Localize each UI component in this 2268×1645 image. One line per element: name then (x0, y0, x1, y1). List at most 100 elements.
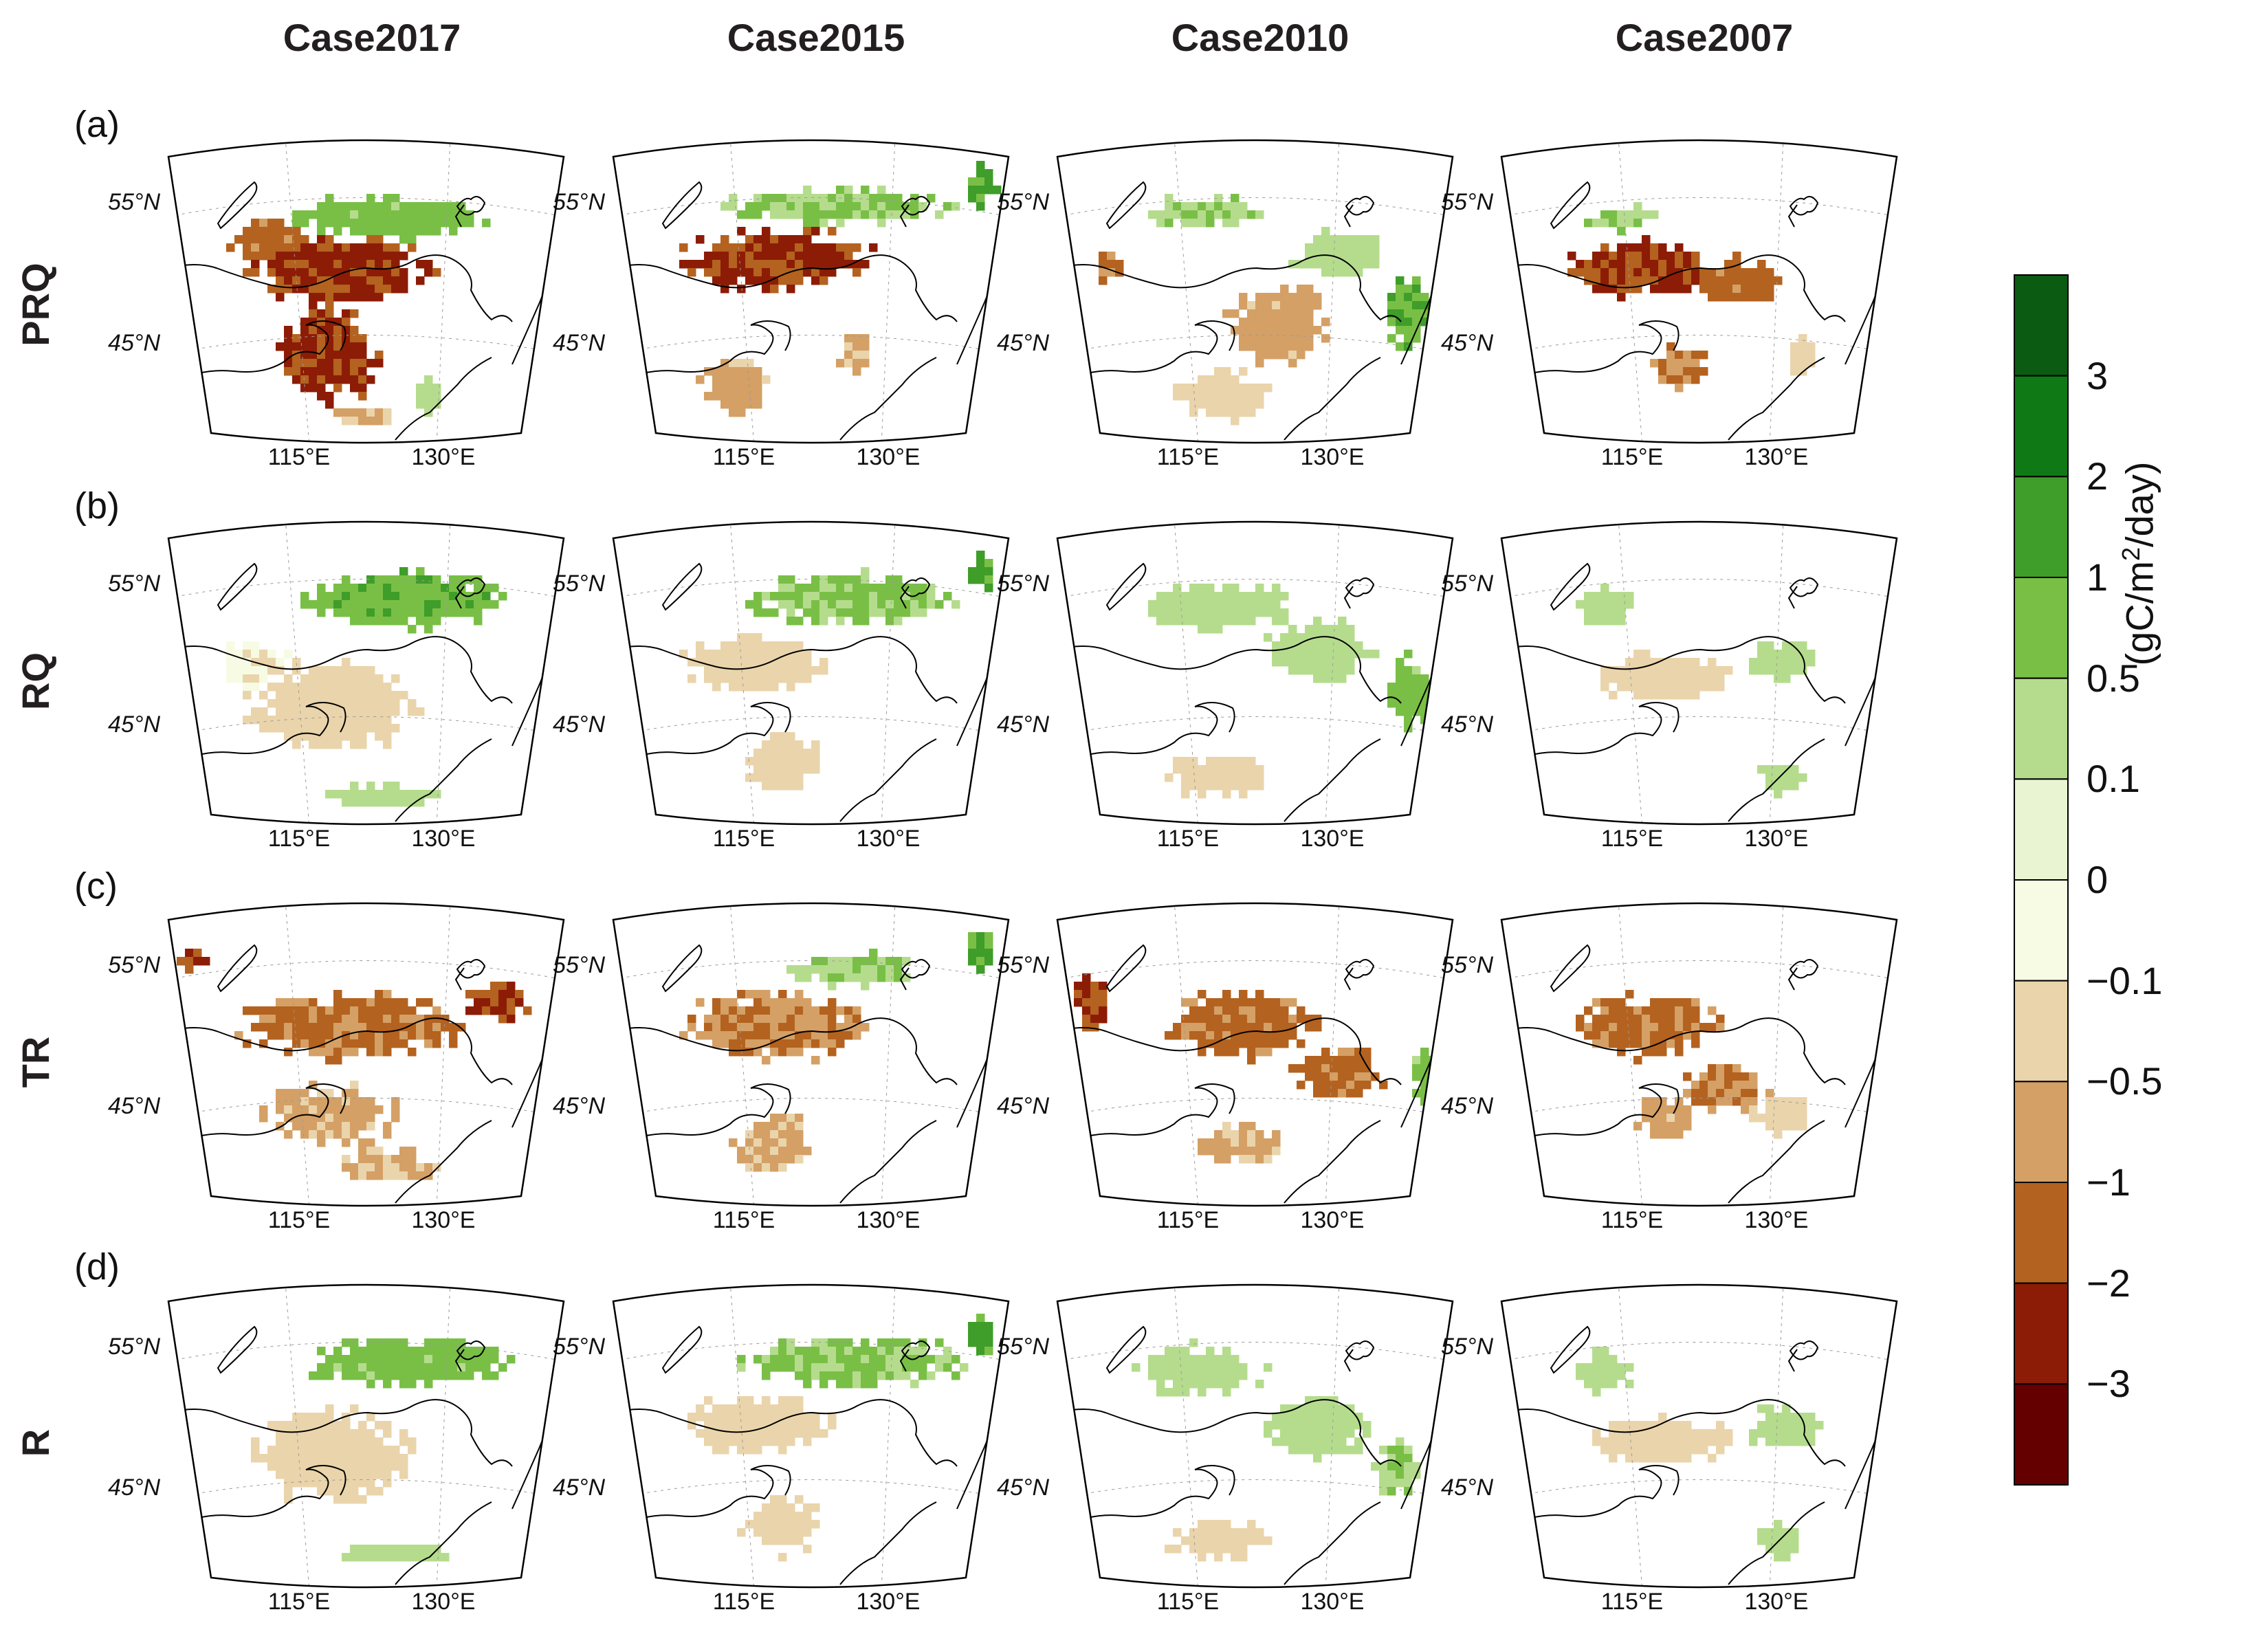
grid-cell (737, 683, 746, 692)
grid-cell (1790, 773, 1799, 782)
grid-cell (1782, 1553, 1791, 1562)
grid-cell (333, 227, 342, 236)
grid-cell (1617, 210, 1626, 219)
grid-cell (1625, 674, 1634, 683)
grid-cell (474, 617, 483, 626)
grid-cell (1658, 260, 1667, 269)
anomaly-cells (1074, 973, 1438, 1164)
lon-label-0: 115°E (713, 1207, 775, 1233)
lat-label-0: 55°N (997, 189, 1049, 215)
grid-cell (894, 194, 903, 203)
grid-cell (1214, 1039, 1223, 1048)
grid-cell (276, 260, 285, 269)
grid-cell (1642, 1454, 1651, 1463)
grid-cell (408, 1031, 417, 1040)
grid-cell (1387, 1446, 1396, 1455)
grid-cell (762, 1130, 771, 1139)
grid-cell (1181, 592, 1190, 601)
grid-cell (1255, 765, 1264, 774)
grid-cell (358, 417, 367, 426)
grid-cell (391, 1553, 400, 1562)
grid-cell (819, 957, 828, 966)
grid-cell (786, 617, 795, 626)
grid-cell (350, 367, 359, 376)
grid-cell (408, 227, 417, 236)
grid-cell (786, 1363, 795, 1372)
grid-cell (1765, 1545, 1774, 1554)
grid-cell (1617, 1039, 1626, 1048)
grid-cell (1338, 666, 1347, 675)
grid-cell (1280, 1006, 1289, 1015)
grid-cell (350, 1163, 359, 1172)
grid-cell (1617, 268, 1626, 277)
grid-cell (366, 798, 375, 807)
grid-cell (1609, 674, 1618, 683)
grid-cell (1346, 235, 1355, 244)
grid-cell (366, 268, 375, 277)
grid-cell (457, 608, 466, 617)
grid-cell (358, 1023, 367, 1032)
grid-cell (737, 666, 746, 675)
grid-cell (943, 1347, 952, 1356)
grid-cell (1198, 1015, 1207, 1024)
grid-cell (1617, 666, 1626, 675)
grid-cell (712, 243, 721, 252)
grid-cell (391, 724, 400, 733)
grid-cell (885, 973, 894, 982)
grid-cell (251, 683, 260, 692)
grid-cell (762, 194, 771, 203)
grid-cell (1396, 309, 1405, 318)
grid-cell (325, 790, 334, 799)
grid-cell (350, 1355, 359, 1364)
grid-cell (762, 1006, 771, 1015)
grid-cell (1173, 592, 1182, 601)
grid-cell (811, 227, 820, 236)
grid-cell (1666, 1130, 1675, 1139)
grid-cell (342, 658, 351, 667)
coastline-borders (1057, 944, 1453, 1204)
grid-cell (309, 674, 318, 683)
grid-cell (1765, 268, 1774, 277)
grid-cell (1584, 592, 1593, 601)
grid-cell (712, 1404, 721, 1413)
grid-cell (1716, 1072, 1725, 1081)
grid-cell (259, 674, 268, 683)
grid-cell (366, 285, 375, 294)
grid-cell (753, 592, 762, 601)
grid-cell (342, 417, 351, 426)
grid-cell (342, 219, 351, 228)
grid-cell (424, 1347, 433, 1356)
grid-cell (317, 1048, 326, 1057)
grid-cell (1790, 351, 1799, 360)
grid-cell (399, 1355, 408, 1364)
grid-cell (292, 285, 301, 294)
grid-cell (737, 1006, 746, 1015)
grid-cell (474, 998, 483, 1007)
lat-label-0: 55°N (553, 1334, 605, 1360)
grid-cell (1214, 765, 1223, 774)
grid-cell (375, 1023, 384, 1032)
grid-cell (358, 342, 367, 351)
grid-cell (399, 1437, 408, 1446)
grid-cell (1782, 641, 1791, 650)
grid-cell (292, 724, 301, 733)
grid-cell (375, 1338, 384, 1347)
grid-cell (844, 1363, 853, 1372)
grid-cell (1280, 1039, 1289, 1048)
grid-cell (267, 666, 276, 675)
grid-cell (1313, 1023, 1322, 1032)
grid-cell (778, 1528, 787, 1537)
grid-cell (399, 600, 408, 609)
grid-cell (968, 940, 977, 949)
grid-cell (1675, 658, 1684, 667)
grid-cell (333, 243, 342, 252)
grid-cell (1782, 782, 1791, 791)
map-frame (612, 1283, 1010, 1589)
grid-cell (292, 1446, 301, 1455)
grid-cell (317, 1097, 326, 1106)
grid-cell (1222, 1015, 1231, 1024)
grid-cell (1625, 1429, 1634, 1438)
grid-cell (720, 367, 729, 376)
grid-cell (1330, 625, 1339, 634)
